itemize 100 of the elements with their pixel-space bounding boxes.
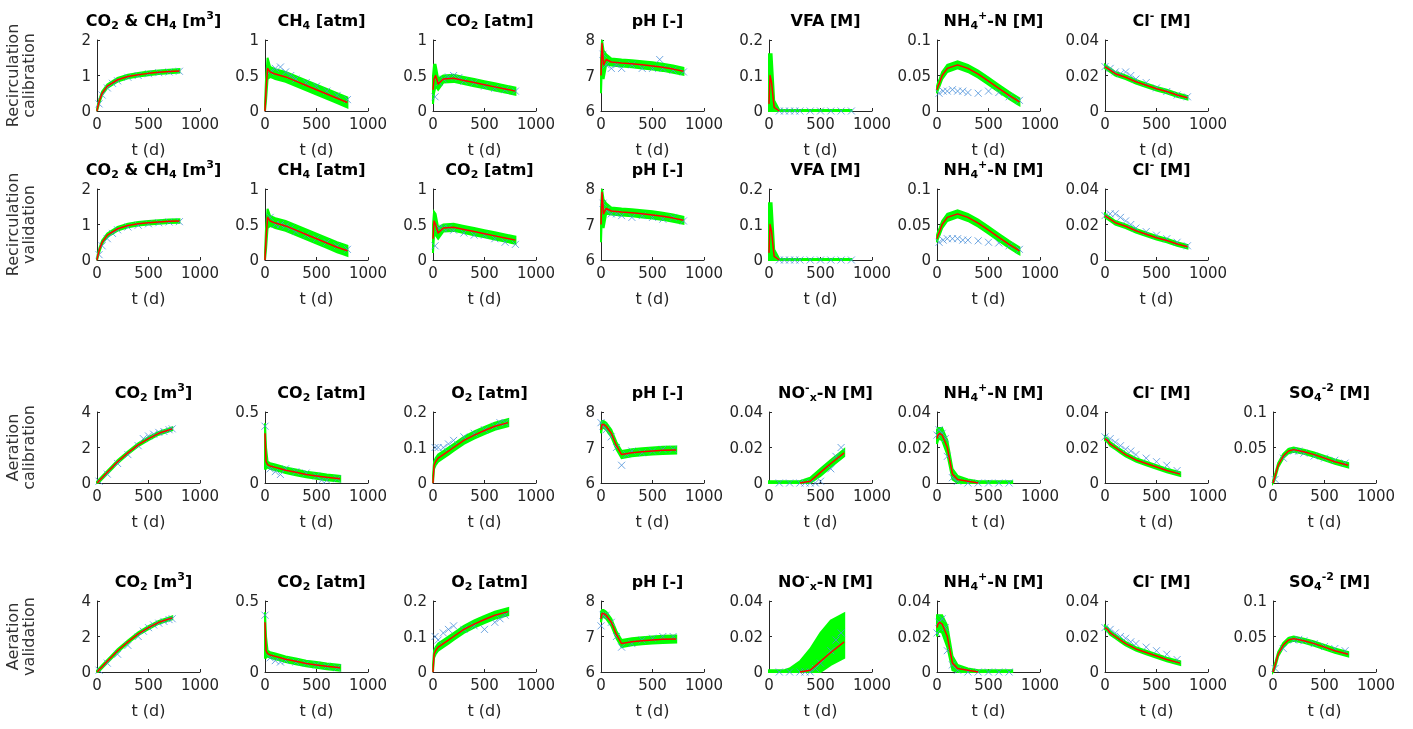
- y-tick-label: 0.2: [739, 180, 763, 198]
- y-tick-label: 0.2: [403, 403, 427, 421]
- x-tick-label: 1000: [1020, 486, 1060, 505]
- x-axis-title: t (d): [299, 511, 334, 531]
- x-tick-label: 1000: [1020, 675, 1060, 694]
- y-tick-label: 0.1: [403, 438, 427, 457]
- x-axis-title: t (d): [971, 700, 1006, 720]
- y-tick-label: 1: [249, 31, 259, 49]
- x-axis-title: t (d): [635, 511, 670, 531]
- x-axis-title: t (d): [635, 288, 670, 308]
- y-tick-label: 0.04: [1065, 180, 1099, 198]
- x-tick-label: 1000: [516, 114, 556, 133]
- y-tick-label: 0.5: [235, 403, 259, 421]
- x-tick-label: 1000: [348, 486, 388, 505]
- x-tick-label: 500: [638, 486, 667, 505]
- y-tick-label: 0: [1089, 102, 1099, 120]
- x-axis-title: t (d): [1139, 511, 1174, 531]
- x-tick-label: 500: [470, 114, 499, 133]
- y-tick-label: 0.02: [729, 627, 763, 646]
- chart-title: pH [-]: [631, 159, 684, 179]
- y-tick-label: 7: [585, 215, 595, 234]
- y-tick-label: 0.1: [739, 215, 763, 234]
- y-tick-label: 0: [1257, 474, 1267, 492]
- y-tick-label: 0: [417, 474, 427, 492]
- y-tick-label: 0: [1089, 474, 1099, 492]
- x-tick-label: 1000: [852, 114, 892, 133]
- y-tick-label: 0: [417, 663, 427, 681]
- x-tick-label: 500: [806, 263, 835, 282]
- y-tick-label: 0.02: [897, 627, 931, 646]
- x-tick-label: 500: [1310, 675, 1339, 694]
- y-tick-label: 4: [81, 592, 91, 610]
- y-tick-label: 0.04: [729, 403, 763, 421]
- text: Aeration validation: [2, 597, 38, 676]
- x-axis-title: t (d): [635, 139, 670, 159]
- y-tick-label: 0.02: [1065, 215, 1099, 234]
- y-tick-label: 0.5: [403, 66, 427, 85]
- x-tick-label: 500: [1142, 486, 1171, 505]
- x-tick-label: 500: [1142, 114, 1171, 133]
- x-tick-label: 1000: [1020, 114, 1060, 133]
- y-tick-label: 0.5: [403, 215, 427, 234]
- x-tick-label: 500: [974, 675, 1003, 694]
- x-axis-title: t (d): [299, 700, 334, 720]
- x-axis-title: t (d): [803, 139, 838, 159]
- chart-title: Cl- [M]: [1132, 569, 1191, 591]
- chart-title: VFA [M]: [790, 10, 861, 30]
- x-tick-label: 1000: [516, 675, 556, 694]
- x-tick-label: 1000: [1188, 263, 1228, 282]
- y-tick-label: 0: [81, 251, 91, 269]
- x-tick-label: 1000: [180, 263, 220, 282]
- y-tick-label: 0: [753, 474, 763, 492]
- x-tick-label: 1000: [1020, 263, 1060, 282]
- y-tick-label: 0.5: [235, 66, 259, 85]
- y-tick-label: 6: [585, 663, 595, 681]
- y-tick-label: 6: [585, 102, 595, 120]
- y-tick-label: 0.02: [897, 438, 931, 457]
- x-tick-label: 500: [974, 486, 1003, 505]
- x-axis-title: t (d): [1139, 288, 1174, 308]
- x-tick-label: 1000: [684, 486, 724, 505]
- y-tick-label: 0: [1257, 663, 1267, 681]
- x-tick-label: 500: [638, 263, 667, 282]
- y-tick-label: 8: [585, 31, 595, 49]
- y-tick-label: 2: [81, 627, 91, 646]
- y-tick-label: 0: [753, 663, 763, 681]
- y-tick-label: 2: [81, 438, 91, 457]
- x-tick-label: 500: [470, 675, 499, 694]
- x-tick-label: 500: [1310, 486, 1339, 505]
- y-tick-label: 4: [81, 403, 91, 421]
- y-tick-label: 0.02: [1065, 627, 1099, 646]
- y-tick-label: 7: [585, 627, 595, 646]
- chart-title: Cl- [M]: [1132, 157, 1191, 179]
- y-tick-label: 0: [753, 102, 763, 120]
- x-axis-title: t (d): [467, 700, 502, 720]
- y-tick-label: 0: [249, 102, 259, 120]
- y-tick-label: 1: [417, 31, 427, 49]
- y-tick-label: 0.1: [907, 31, 931, 49]
- chart-title: Cl- [M]: [1132, 8, 1191, 30]
- x-tick-label: 1000: [684, 114, 724, 133]
- y-tick-label: 0.05: [897, 66, 931, 85]
- y-tick-label: 0.04: [1065, 31, 1099, 49]
- x-tick-label: 500: [302, 486, 331, 505]
- x-tick-label: 1000: [180, 675, 220, 694]
- y-tick-label: 0.02: [1065, 66, 1099, 85]
- y-tick-label: 0: [921, 251, 931, 269]
- y-tick-label: 1: [417, 180, 427, 198]
- y-tick-label: 0: [249, 251, 259, 269]
- y-tick-label: 0.05: [897, 215, 931, 234]
- x-axis-title: t (d): [1139, 139, 1174, 159]
- x-tick-label: 1000: [1188, 675, 1228, 694]
- y-tick-label: 0.2: [403, 592, 427, 610]
- x-tick-label: 500: [638, 675, 667, 694]
- x-tick-label: 1000: [1356, 675, 1396, 694]
- x-tick-label: 1000: [348, 263, 388, 282]
- x-tick-label: 1000: [348, 114, 388, 133]
- text: Recirculation validation: [2, 172, 38, 277]
- x-tick-label: 1000: [852, 486, 892, 505]
- y-tick-label: 0: [249, 663, 259, 681]
- y-tick-label: 1: [81, 215, 91, 234]
- x-tick-label: 500: [134, 114, 163, 133]
- x-tick-label: 500: [470, 263, 499, 282]
- x-tick-label: 1000: [516, 486, 556, 505]
